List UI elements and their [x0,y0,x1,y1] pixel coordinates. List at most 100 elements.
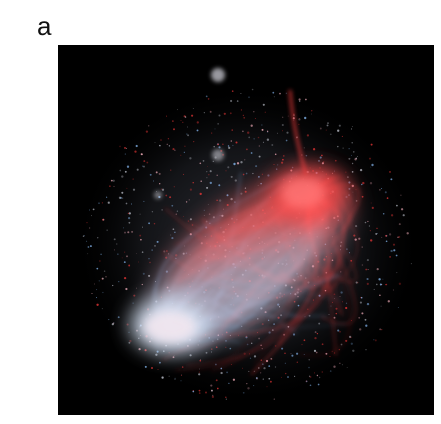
node-dot [370,143,373,146]
node-dot [331,350,333,353]
node-dot [392,243,396,246]
node-dot [346,367,348,368]
node-dot [207,98,210,100]
node-dot [171,237,174,240]
node-dot [393,249,396,252]
node-dot [354,238,357,241]
node-dot [262,378,264,380]
node-dot [362,181,365,185]
node-dot [126,255,128,258]
node-dot [312,148,316,151]
node-dot [250,152,253,154]
node-dot [188,199,190,201]
node-dot [96,267,99,270]
node-dot [311,110,313,112]
red-hub-cluster [270,167,346,223]
node-dot [141,283,143,286]
node-dot [388,233,392,236]
node-dot [240,109,242,111]
node-dot [202,160,205,162]
node-dot [318,376,321,379]
node-dot [242,173,245,176]
node-dot [245,172,248,175]
node-dot [348,157,351,160]
node-dot [213,145,215,148]
node-dot [209,170,212,173]
node-dot [225,346,227,348]
node-dot [277,132,278,134]
node-dot [350,319,352,321]
node-dot [274,153,277,156]
node-dot [170,234,172,236]
node-dot [209,110,212,113]
node-dot [376,267,379,271]
node-dot [89,209,90,211]
node-dot [107,201,110,204]
node-dot [314,331,317,334]
node-dot [132,178,134,180]
node-dot [216,199,218,201]
node-dot [267,174,270,177]
node-dot [389,256,391,258]
node-dot [187,126,188,128]
node-dot [261,124,263,126]
node-dot [246,383,248,385]
node-dot [138,261,140,263]
node-dot [315,351,318,354]
node-dot [380,305,382,307]
node-dot [353,234,356,237]
node-dot [146,161,149,164]
node-dot [366,278,369,280]
node-dot [335,312,338,315]
node-dot [361,246,363,248]
node-dot [385,235,387,237]
node-dot [406,232,409,235]
node-dot [260,372,262,374]
node-dot [198,389,201,392]
node-dot [99,260,101,262]
node-dot [225,398,227,400]
node-dot [103,270,106,272]
node-dot [381,188,383,189]
node-dot [355,157,358,160]
node-dot [270,357,273,360]
node-dot [132,302,134,304]
node-dot [397,236,399,239]
node-dot [268,331,271,334]
node-dot [258,145,260,147]
node-dot [314,336,317,340]
node-dot [159,145,161,147]
node-dot [375,283,378,286]
node-dot [340,245,342,247]
network-graph-svg [73,68,423,405]
node-dot [121,191,124,194]
node-dot [246,343,249,346]
node-dot [154,142,156,144]
node-dot [119,169,122,172]
node-dot [228,146,231,149]
node-dot [260,359,262,361]
node-dot [253,110,255,113]
node-dot [121,257,123,259]
node-dot [319,156,322,159]
node-dot [387,300,390,303]
node-dot [396,204,398,207]
node-dot [102,291,104,294]
node-dot [357,156,358,157]
node-dot [206,186,209,189]
node-dot [382,212,385,215]
node-dot [100,253,102,256]
node-dot [272,91,275,94]
node-dot [359,301,362,304]
node-dot [242,130,244,133]
node-dot [337,329,340,332]
node-dot [366,282,369,285]
node-dot [341,301,344,303]
node-dot [384,191,387,194]
node-dot [184,145,186,148]
node-dot [211,394,214,397]
node-dot [361,312,364,315]
node-dot [232,144,234,147]
node-dot [364,318,367,321]
node-dot [91,215,92,217]
